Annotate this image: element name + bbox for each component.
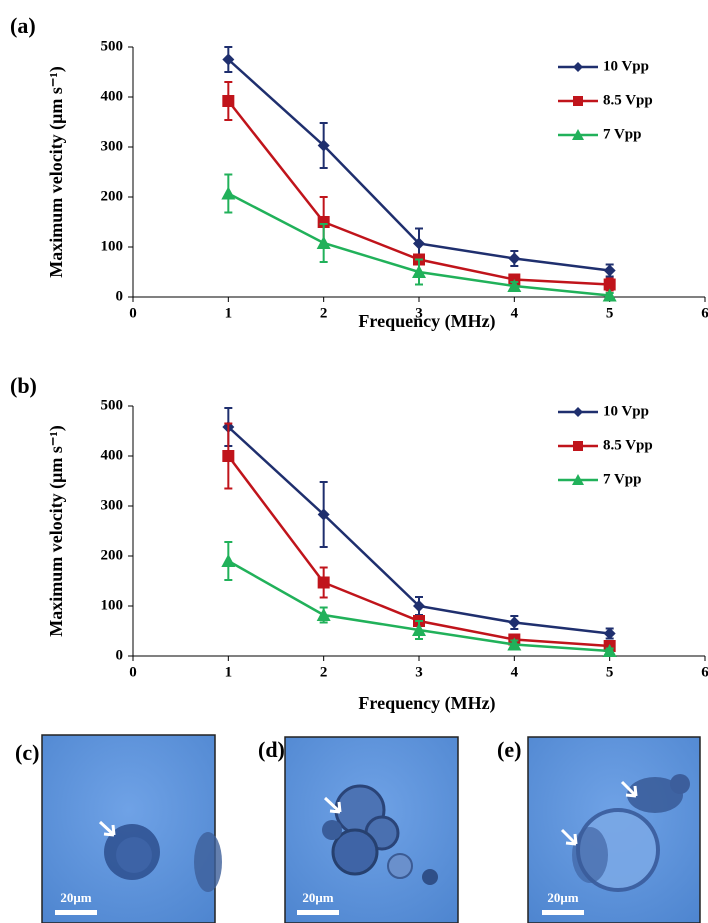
y-tick-label: 0 (116, 288, 124, 304)
marker (317, 139, 330, 152)
y-tick-label: 400 (101, 88, 124, 104)
marker (222, 95, 235, 107)
marker (316, 236, 331, 249)
marker (221, 186, 236, 200)
legend-marker (573, 62, 583, 72)
x-tick-label: 6 (701, 305, 708, 321)
micrograph-c (41, 734, 222, 923)
marker (507, 279, 522, 292)
legend-label: 10 Vpp (603, 58, 649, 74)
scale-bar-label: 20μm (547, 890, 578, 905)
y-axis-label: Maximum velocity (μm s⁻¹) (46, 66, 67, 278)
marker (317, 576, 330, 589)
legend-marker (573, 96, 583, 106)
y-tick-label: 300 (101, 497, 124, 513)
scale-bar-label: 20μm (302, 890, 333, 905)
panel-label: (a) (10, 13, 36, 38)
micrograph-d (284, 736, 459, 923)
x-tick-label: 3 (415, 305, 423, 321)
marker (222, 450, 235, 462)
legend-marker (572, 129, 584, 140)
x-tick-label: 2 (320, 305, 328, 321)
panel-label: (e) (497, 737, 521, 762)
marker (317, 508, 330, 521)
marker (508, 252, 521, 265)
x-axis-label: Frequency (MHz) (358, 693, 495, 714)
marker (603, 627, 616, 640)
marker (508, 616, 521, 629)
legend-marker (572, 474, 584, 485)
marker (412, 623, 426, 636)
x-axis-label: Frequency (MHz) (358, 311, 495, 332)
x-tick-label: 0 (129, 305, 137, 321)
marker (602, 288, 617, 302)
legend-label: 8.5 Vpp (603, 92, 653, 108)
y-tick-label: 0 (116, 647, 124, 663)
marker (221, 554, 236, 567)
legend-marker (573, 441, 583, 451)
legend-label: 7 Vpp (603, 471, 642, 487)
x-tick-label: 5 (606, 305, 614, 321)
y-tick-label: 400 (101, 447, 124, 463)
x-tick-label: 1 (225, 305, 233, 321)
marker (412, 265, 426, 278)
marker (316, 608, 331, 621)
x-tick-label: 4 (511, 305, 519, 321)
marker (602, 644, 617, 657)
legend-label: 7 Vpp (603, 126, 642, 142)
y-tick-label: 200 (101, 188, 124, 204)
x-tick-label: 0 (129, 664, 137, 680)
marker (603, 278, 616, 291)
panel-label: (d) (258, 737, 285, 762)
x-tick-label: 3 (415, 664, 423, 680)
y-tick-label: 100 (101, 238, 124, 254)
y-axis-label: Maximum velocity (μm s⁻¹) (46, 425, 67, 637)
marker (413, 600, 425, 612)
legend-label: 8.5 Vpp (603, 437, 653, 453)
micrograph-e (527, 736, 701, 923)
legend-marker (573, 407, 583, 417)
marker (413, 237, 425, 250)
x-tick-label: 1 (225, 664, 233, 680)
y-tick-label: 300 (101, 138, 124, 154)
x-tick-label: 5 (606, 664, 614, 680)
y-tick-label: 100 (101, 597, 124, 613)
marker (222, 53, 235, 66)
marker (603, 264, 616, 277)
x-tick-label: 2 (320, 664, 328, 680)
scale-bar-label: 20μm (60, 890, 91, 905)
marker (507, 637, 522, 651)
y-tick-label: 500 (101, 38, 124, 54)
y-tick-label: 200 (101, 547, 124, 563)
panel-label: (b) (10, 373, 37, 398)
legend-label: 10 Vpp (603, 403, 649, 419)
x-tick-label: 4 (511, 664, 519, 680)
y-tick-label: 500 (101, 397, 124, 413)
x-tick-label: 6 (701, 664, 708, 680)
panel-label: (c) (15, 740, 39, 765)
